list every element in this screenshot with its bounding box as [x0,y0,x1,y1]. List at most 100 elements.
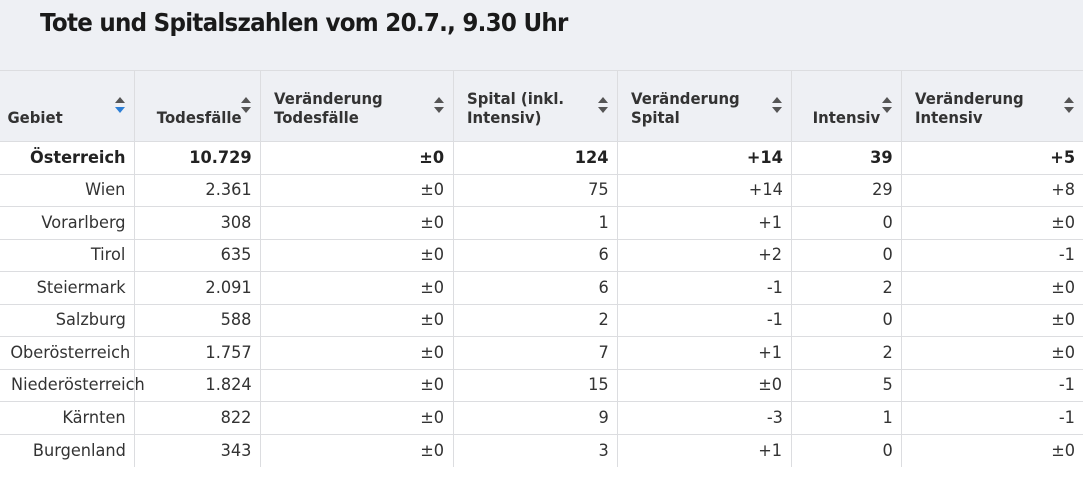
cell-text: 2.091 [205,277,252,298]
value-cell: 3 [453,433,618,467]
cell-text: Österreich [29,147,126,168]
value-cell: -1 [901,368,1083,402]
table-row: Kärnten 822 ±0 9 -3 1 -1 [0,401,1083,434]
cell-text: 124 [574,147,609,168]
column-header-label: Todesfälle [273,108,359,127]
value-cell: 6 [453,238,618,272]
cell-text: +14 [746,147,783,168]
column-header-label: Intensiv) [466,108,541,127]
value-cell: ±0 [901,433,1083,467]
cell-text: 635 [220,245,252,266]
value-cell: 2.091 [134,271,261,304]
cell-text: 15 [587,375,609,396]
value-cell: 0 [791,238,902,272]
value-cell: 39 [791,141,902,174]
column-header-intensiv[interactable]: Intensiv [791,70,902,142]
value-cell: 75 [453,173,618,207]
column-header-label: Gebiet [7,108,63,127]
cell-text: Niederösterreich [11,375,145,396]
cell-text: ±0 [419,147,445,168]
column-header-label: Intensiv [914,108,983,127]
column-header-label: Veränderung [273,89,383,108]
value-cell: 308 [134,206,261,239]
cell-text: 75 [587,180,609,201]
value-cell: ±0 [260,141,454,174]
value-cell: 2 [791,336,902,369]
region-cell: Kärnten [0,401,135,434]
table-row: Wien 2.361 ±0 75 +14 29 +8 [0,173,1083,207]
value-cell: +8 [901,173,1083,207]
sort-icon[interactable] [114,97,125,113]
cell-text: +14 [748,180,783,201]
region-cell: Oberösterreich [0,336,135,369]
cell-text: +1 [758,440,783,461]
cell-text: ±0 [1051,342,1075,363]
data-table: Gebiet Todesfälle Veränderung Todesfälle … [0,70,1083,467]
value-cell: -1 [901,401,1083,434]
column-header-veraenderung-intensiv[interactable]: Veränderung Intensiv [901,70,1083,142]
cell-text: 2 [882,342,893,363]
value-cell: 15 [453,368,618,402]
cell-text: 7 [598,342,609,363]
cell-text: 1.757 [205,342,252,363]
cell-text: Wien [85,180,126,201]
cell-text: -1 [766,310,783,331]
cell-text: 822 [220,407,252,428]
cell-text: -1 [1058,375,1075,396]
cell-text: 6 [598,245,609,266]
column-header-veraenderung-spital[interactable]: Veränderung Spital [617,70,792,142]
value-cell: 1.824 [134,368,261,402]
region-cell: Österreich [0,141,135,174]
cell-text: ±0 [420,310,445,331]
table-row: Niederösterreich 1.824 ±0 15 ±0 5 -1 [0,368,1083,402]
cell-text: ±0 [420,245,445,266]
sort-icon[interactable] [881,97,892,113]
value-cell: -1 [617,303,792,337]
table-row: Oberösterreich 1.757 ±0 7 +1 2 ±0 [0,336,1083,369]
cell-text: Oberösterreich [10,342,131,363]
cell-text: +2 [758,245,783,266]
sort-icon[interactable] [597,97,608,113]
sort-icon[interactable] [771,97,782,113]
cell-text: ±0 [1051,310,1075,331]
cell-text: Salzburg [55,310,126,331]
value-cell: 2 [791,271,902,304]
cell-text: ±0 [1051,212,1075,233]
value-cell: ±0 [260,271,454,304]
cell-text: 3 [598,440,609,461]
value-cell: 2 [453,303,618,337]
value-cell: 7 [453,336,618,369]
column-header-gebiet[interactable]: Gebiet [0,70,135,142]
region-cell: Vorarlberg [0,206,135,239]
value-cell: ±0 [260,433,454,467]
sort-icon[interactable] [433,97,444,113]
value-cell: -1 [901,238,1083,272]
column-header-label: Spital (inkl. [466,89,564,108]
value-cell: 29 [791,173,902,207]
cell-text: 0 [882,212,893,233]
sort-icon[interactable] [240,97,251,113]
cell-text: 1 [882,407,893,428]
cell-text: ±0 [420,180,445,201]
column-header-spital[interactable]: Spital (inkl. Intensiv) [453,70,618,142]
cell-text: -3 [766,407,783,428]
cell-text: ±0 [1051,277,1075,298]
table-row: Burgenland 343 ±0 3 +1 0 ±0 [0,433,1083,467]
value-cell: ±0 [260,368,454,402]
cell-text: 2 [882,277,893,298]
cell-text: ±0 [420,342,445,363]
column-header-veraenderung-todesfaelle[interactable]: Veränderung Todesfälle [260,70,454,142]
value-cell: +2 [617,238,792,272]
sort-icon[interactable] [1064,97,1074,113]
cell-text: Tirol [90,245,126,266]
value-cell: +5 [901,141,1083,174]
table-row: Österreich 10.729 ±0 124 +14 39 +5 [0,141,1083,174]
cell-text: 1.824 [205,375,252,396]
value-cell: ±0 [260,401,454,434]
value-cell: 635 [134,238,261,272]
column-header-todesfaelle[interactable]: Todesfälle [134,70,261,142]
table-header-row: Gebiet Todesfälle Veränderung Todesfälle … [0,70,1083,142]
value-cell: 9 [453,401,618,434]
cell-text: 5 [882,375,893,396]
cell-text: ±0 [420,212,445,233]
